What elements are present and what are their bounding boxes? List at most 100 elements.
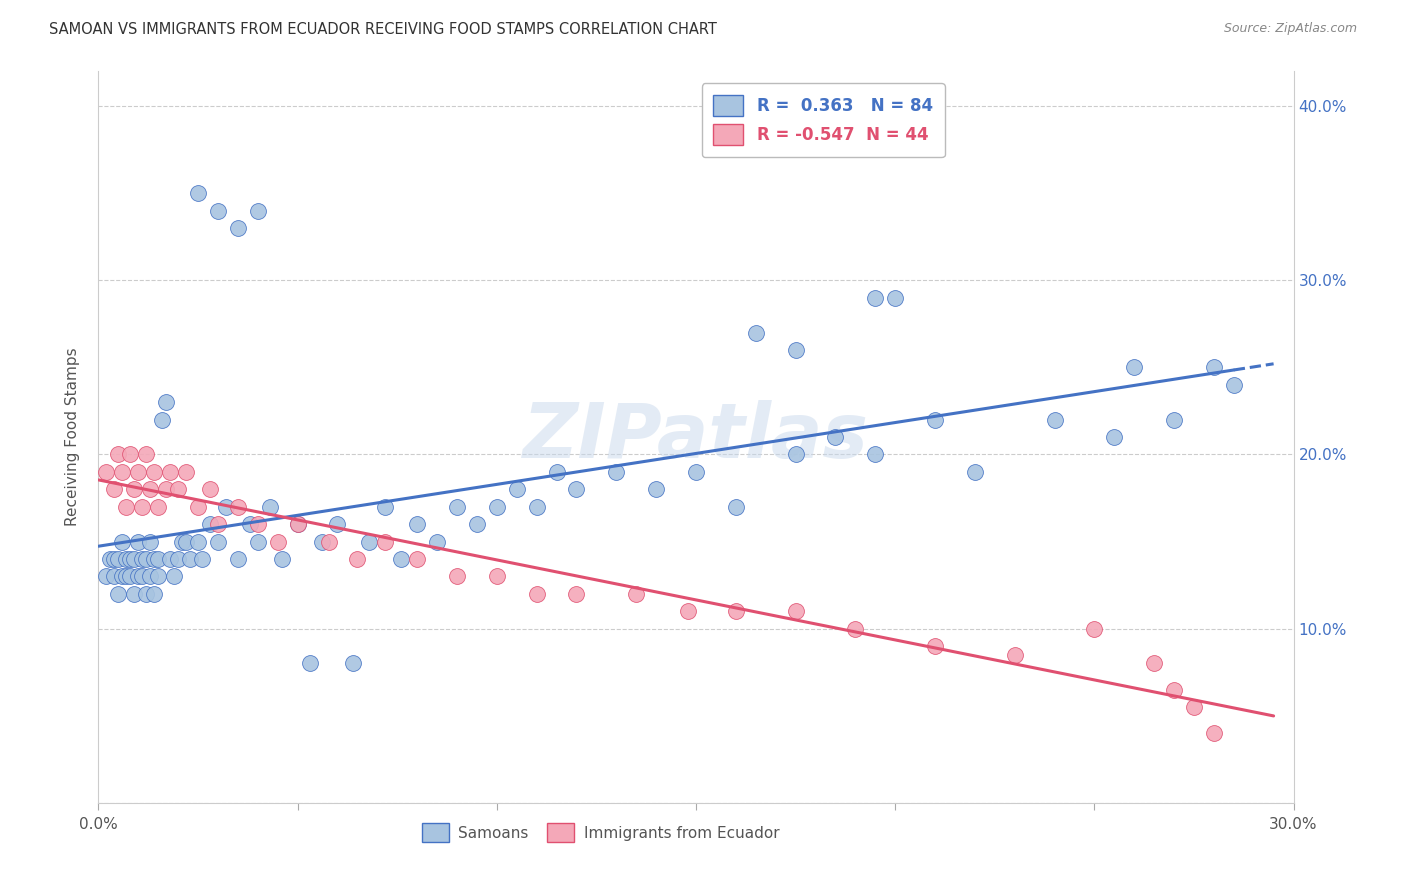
Text: ZIPatlas: ZIPatlas <box>523 401 869 474</box>
Point <box>259 500 281 514</box>
Point <box>120 569 142 583</box>
Point <box>120 552 142 566</box>
Point <box>270 552 292 566</box>
Point <box>191 552 214 566</box>
Point <box>135 587 157 601</box>
Point <box>374 500 396 514</box>
Point <box>135 448 157 462</box>
Point <box>824 430 846 444</box>
Point <box>103 569 125 583</box>
Point <box>98 552 122 566</box>
Point <box>298 657 321 671</box>
Point <box>844 622 866 636</box>
Point <box>143 587 166 601</box>
Point <box>120 448 142 462</box>
Point <box>446 569 468 583</box>
Point <box>107 448 129 462</box>
Point <box>135 552 157 566</box>
Point <box>226 221 249 235</box>
Point <box>124 552 146 566</box>
Point <box>115 569 138 583</box>
Point <box>785 343 807 357</box>
Point <box>148 569 170 583</box>
Point <box>155 483 177 497</box>
Point <box>139 483 162 497</box>
Point <box>174 534 197 549</box>
Point <box>115 552 138 566</box>
Point <box>148 552 170 566</box>
Point <box>1043 412 1066 426</box>
Point <box>107 552 129 566</box>
Point <box>963 465 986 479</box>
Point <box>318 534 340 549</box>
Point <box>131 569 153 583</box>
Point <box>685 465 707 479</box>
Point <box>446 500 468 514</box>
Point <box>239 517 262 532</box>
Point <box>150 412 173 426</box>
Point <box>127 569 149 583</box>
Point <box>187 186 209 201</box>
Point <box>785 448 807 462</box>
Point <box>143 552 166 566</box>
Point <box>246 517 269 532</box>
Point <box>207 517 229 532</box>
Point <box>1104 430 1126 444</box>
Point <box>139 569 162 583</box>
Point <box>198 483 221 497</box>
Point <box>924 639 946 653</box>
Point <box>326 517 349 532</box>
Point <box>215 500 238 514</box>
Point <box>124 587 146 601</box>
Point <box>546 465 568 479</box>
Point <box>626 587 648 601</box>
Point <box>111 534 134 549</box>
Point <box>207 203 229 218</box>
Point <box>676 604 699 618</box>
Point <box>342 657 364 671</box>
Point <box>167 483 190 497</box>
Point <box>155 395 177 409</box>
Point <box>1223 377 1246 392</box>
Point <box>163 569 186 583</box>
Point <box>246 203 269 218</box>
Point <box>526 587 548 601</box>
Point <box>865 291 887 305</box>
Point <box>246 534 269 549</box>
Point <box>207 534 229 549</box>
Point <box>226 500 249 514</box>
Point <box>506 483 529 497</box>
Point <box>526 500 548 514</box>
Point <box>406 552 429 566</box>
Point <box>287 517 309 532</box>
Point <box>107 587 129 601</box>
Point <box>187 500 209 514</box>
Point <box>143 465 166 479</box>
Point <box>187 534 209 549</box>
Point <box>103 552 125 566</box>
Point <box>174 465 197 479</box>
Point <box>1004 648 1026 662</box>
Point <box>346 552 368 566</box>
Point <box>267 534 290 549</box>
Point <box>884 291 907 305</box>
Point <box>865 448 887 462</box>
Point <box>724 604 747 618</box>
Point <box>167 552 190 566</box>
Legend: Samoans, Immigrants from Ecuador: Samoans, Immigrants from Ecuador <box>413 815 787 850</box>
Point <box>565 587 588 601</box>
Point <box>565 483 588 497</box>
Point <box>359 534 381 549</box>
Point <box>1202 360 1225 375</box>
Point <box>131 552 153 566</box>
Point <box>645 483 668 497</box>
Point <box>465 517 488 532</box>
Text: SAMOAN VS IMMIGRANTS FROM ECUADOR RECEIVING FOOD STAMPS CORRELATION CHART: SAMOAN VS IMMIGRANTS FROM ECUADOR RECEIV… <box>49 22 717 37</box>
Text: Source: ZipAtlas.com: Source: ZipAtlas.com <box>1223 22 1357 36</box>
Point <box>724 500 747 514</box>
Point <box>131 500 153 514</box>
Point <box>406 517 429 532</box>
Point <box>389 552 412 566</box>
Point <box>139 534 162 549</box>
Point <box>1182 700 1205 714</box>
